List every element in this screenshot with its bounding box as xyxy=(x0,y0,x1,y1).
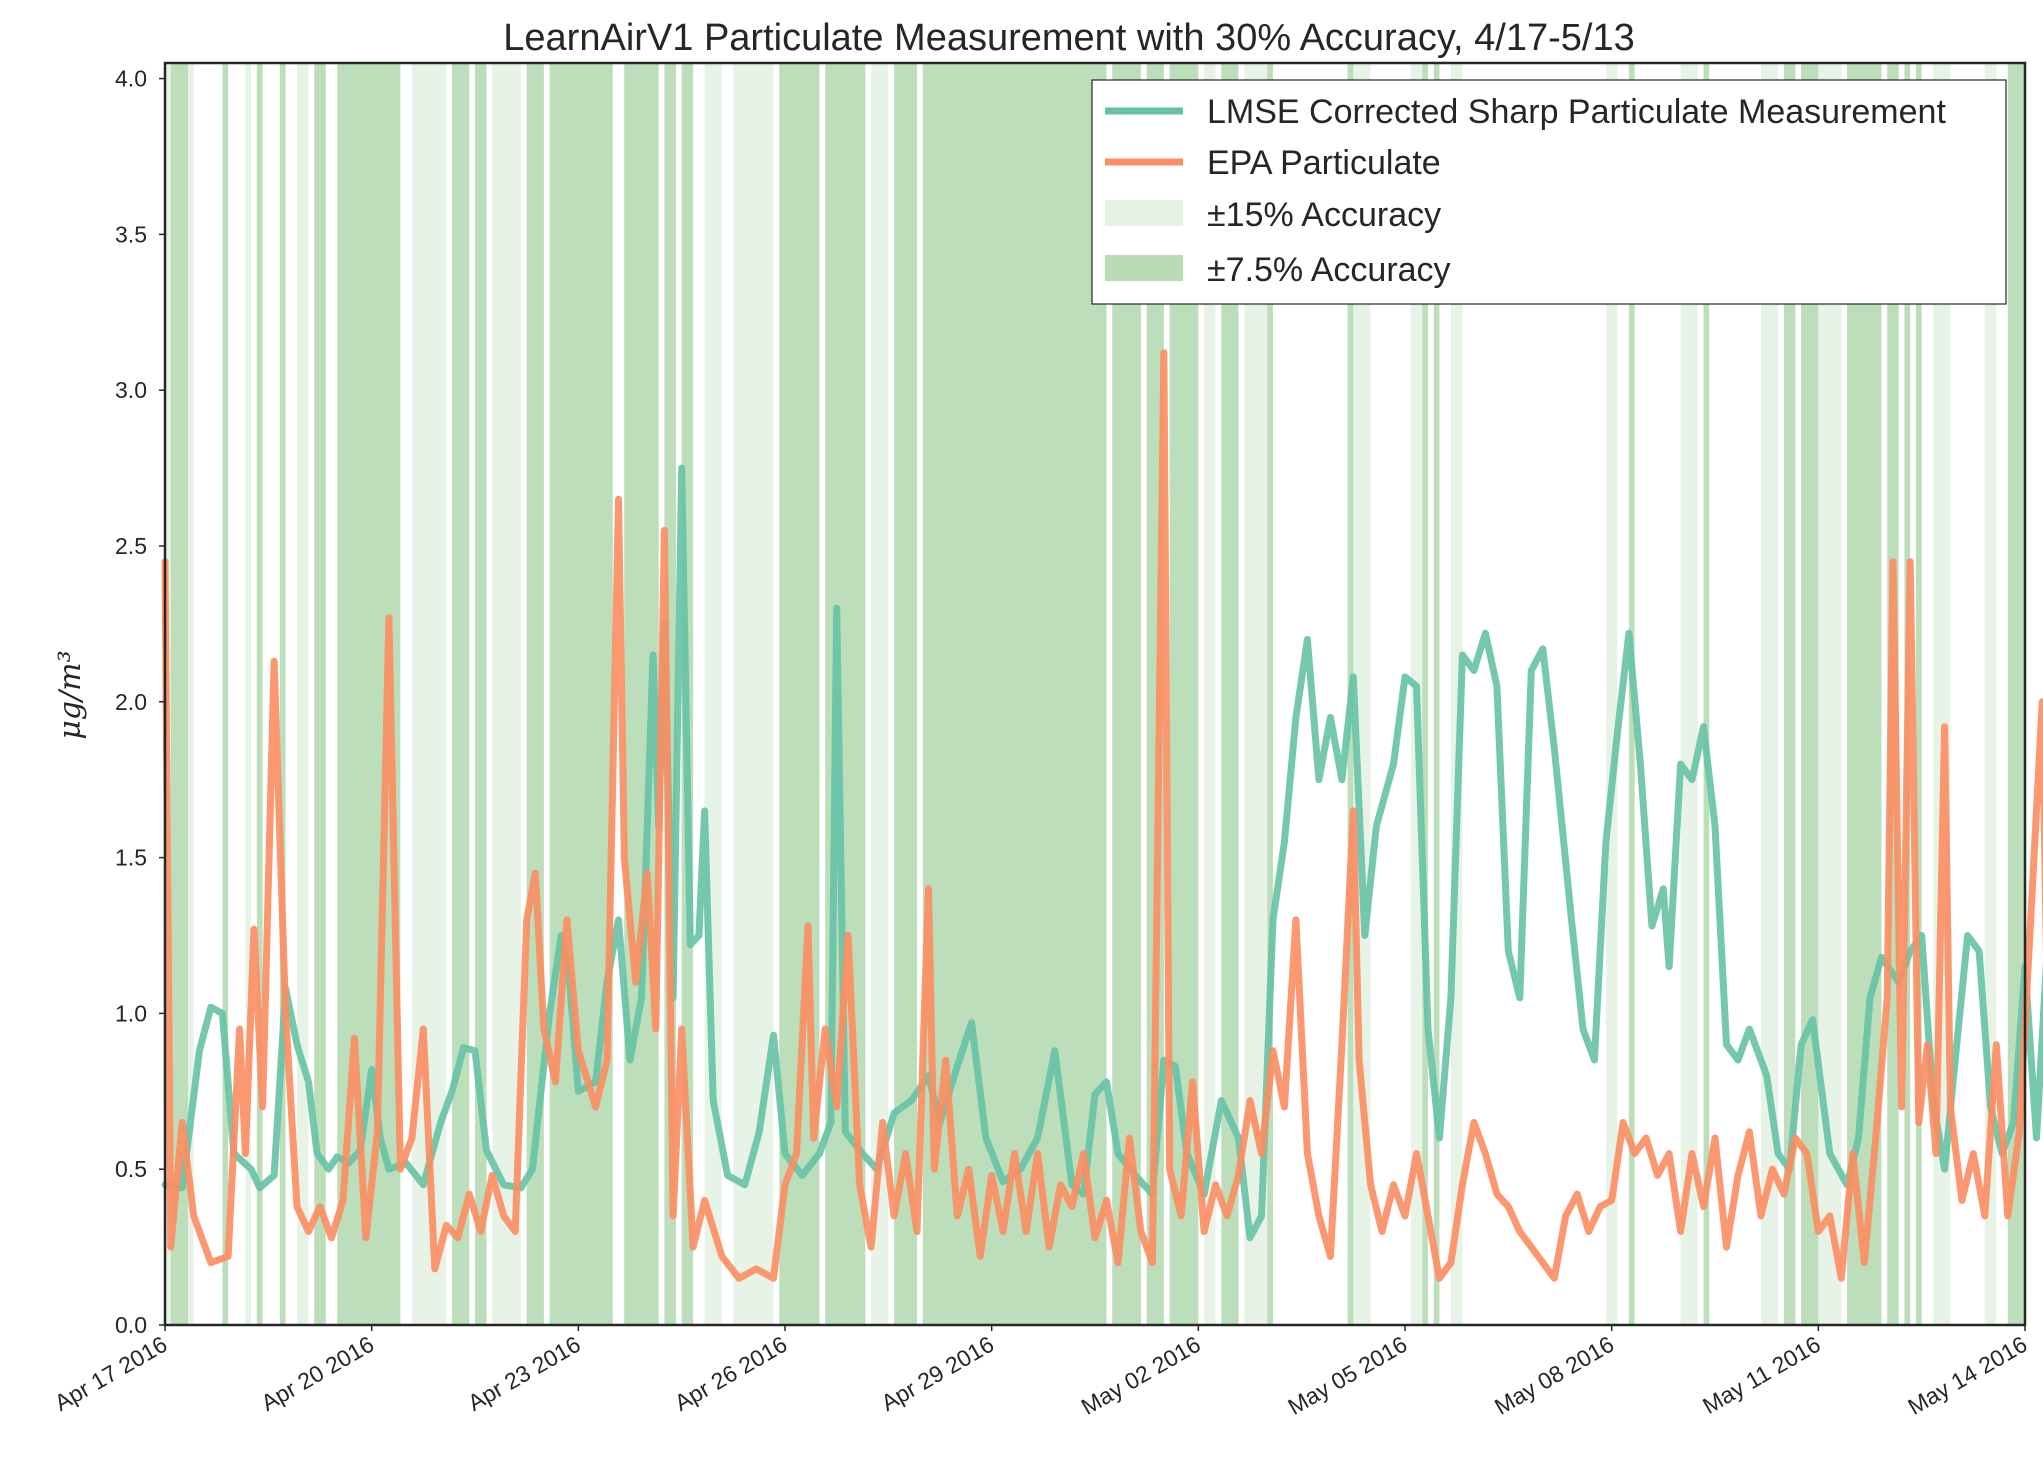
accuracy-band-7-5-span xyxy=(452,63,470,1325)
accuracy-band-7-5-span xyxy=(1433,63,1440,1325)
legend-swatch-band-7-5 xyxy=(1105,255,1183,281)
accuracy-band-7-5-span xyxy=(475,63,487,1325)
accuracy-band-15-span xyxy=(733,63,774,1325)
accuracy-band-7-5-span xyxy=(549,63,613,1325)
accuracy-band-15-span xyxy=(245,63,252,1325)
legend-label-lmse: LMSE Corrected Sharp Particulate Measure… xyxy=(1207,93,1946,131)
chart-title: LearnAirV1 Particulate Measurement with … xyxy=(503,17,1634,59)
accuracy-band-7-5-span xyxy=(1915,63,1922,1325)
accuracy-band-7-5-span xyxy=(222,63,229,1325)
accuracy-band-7-5-span xyxy=(1267,63,1273,1325)
accuracy-band-15-span xyxy=(1818,63,1842,1325)
accuracy-band-15-span xyxy=(1605,63,1618,1325)
y-axis-label: μg/m³ xyxy=(53,650,88,739)
plot-frame xyxy=(163,61,2027,1327)
accuracy-band-15-span xyxy=(1984,63,1997,1325)
legend-label-epa: EPA Particulate xyxy=(1207,144,1441,182)
accuracy-band-7-5-span xyxy=(170,63,188,1325)
accuracy-band-7-5-span xyxy=(1703,63,1710,1325)
accuracy-band-15-span xyxy=(297,63,309,1325)
accuracy-band-7-5-span xyxy=(894,63,918,1325)
y-tick-label: 2.0 xyxy=(115,689,147,715)
y-axis: 0.0 0.5 1.0 1.5 2.0 2.5 3.0 3.5 4.0 xyxy=(115,66,165,1338)
accuracy-band-15-span xyxy=(871,63,889,1325)
legend-frame xyxy=(1091,79,2007,305)
accuracy-band-15-span xyxy=(1244,63,1268,1325)
y-tick-label: 0.0 xyxy=(115,1312,147,1338)
accuracy-band-7-5-span xyxy=(1221,63,1239,1325)
series-lines xyxy=(161,349,2043,1282)
legend-label-band-7-5: ±7.5% Accuracy xyxy=(1207,251,1451,289)
accuracy-band-7-5-span xyxy=(1783,63,1796,1325)
accuracy-band-7-5-span xyxy=(279,63,286,1325)
y-tick-label: 3.0 xyxy=(115,377,147,403)
accuracy-band-7-5-span xyxy=(256,63,263,1325)
accuracy-band-7-5-span xyxy=(314,63,326,1325)
legend-label-band-15: ±15% Accuracy xyxy=(1207,196,1441,234)
accuracy-band-15-span xyxy=(1450,63,1463,1325)
accuracy-band-7-5-span xyxy=(664,63,676,1325)
y-tick-label: 1.0 xyxy=(115,1000,147,1026)
accuracy-band-15-span xyxy=(1204,63,1216,1325)
accuracy-band-7-5-span xyxy=(1422,63,1428,1325)
series-line-epa xyxy=(161,349,2043,1282)
y-tick-label: 0.5 xyxy=(115,1156,147,1182)
accuracy-band-15-span xyxy=(1680,63,1698,1325)
y-tick-label: 1.5 xyxy=(115,845,147,871)
accuracy-band-7-5-span xyxy=(1801,63,1819,1325)
y-tick-label: 2.5 xyxy=(115,533,147,559)
legend: LMSE Corrected Sharp Particulate Measure… xyxy=(1091,79,2007,305)
y-tick-label: 4.0 xyxy=(115,66,147,92)
accuracy-band-7-5-span xyxy=(1146,63,1164,1325)
legend-swatch-band-15 xyxy=(1105,200,1183,226)
y-tick-label: 3.5 xyxy=(115,221,147,247)
accuracy-band-7-5-span xyxy=(922,63,1107,1325)
series-line-lmse xyxy=(161,464,2043,1242)
accuracy-band-15-span xyxy=(1760,63,1779,1325)
